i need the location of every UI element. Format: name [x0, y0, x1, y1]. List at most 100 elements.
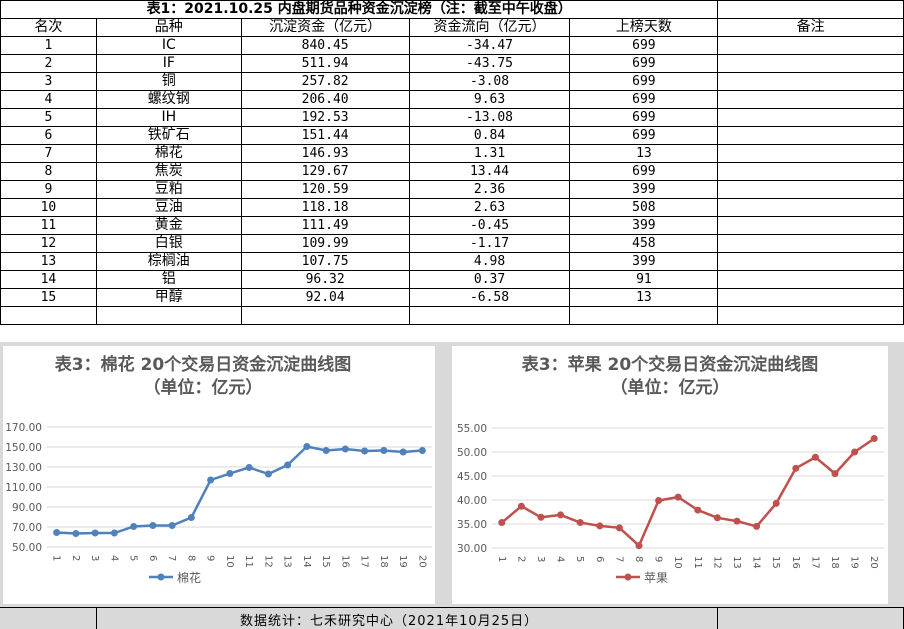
cell-variety[interactable]: 铁矿石: [95, 126, 242, 145]
data-point[interactable]: [110, 529, 118, 537]
cell-days[interactable]: 699: [569, 54, 719, 73]
data-point[interactable]: [851, 448, 859, 456]
cell-days[interactable]: 399: [569, 180, 719, 199]
cell-capital[interactable]: 511.94: [240, 54, 410, 73]
data-point[interactable]: [576, 519, 584, 527]
cell-rank[interactable]: 10: [0, 198, 97, 217]
data-point[interactable]: [674, 493, 682, 501]
cell-variety[interactable]: 棉花: [95, 144, 242, 163]
cell-remark[interactable]: [717, 108, 904, 127]
data-point[interactable]: [207, 476, 215, 484]
data-point[interactable]: [264, 470, 272, 478]
cell-capital[interactable]: 118.18: [240, 198, 410, 217]
data-point[interactable]: [753, 522, 761, 530]
data-point[interactable]: [537, 513, 545, 521]
cell-variety[interactable]: 白银: [95, 234, 242, 253]
cell-flow[interactable]: -13.08: [408, 108, 571, 127]
cell-capital[interactable]: 146.93: [240, 144, 410, 163]
cell-remark[interactable]: [717, 54, 904, 73]
data-point[interactable]: [72, 530, 80, 537]
cell-remark[interactable]: [717, 234, 904, 253]
cell-variety[interactable]: 铜: [95, 72, 242, 91]
cell-variety[interactable]: IC: [95, 36, 242, 55]
cell-variety[interactable]: 螺纹钢: [95, 90, 242, 109]
cell-capital[interactable]: 192.53: [240, 108, 410, 127]
cell-empty[interactable]: [569, 306, 719, 325]
data-point[interactable]: [557, 511, 565, 519]
cell-remark[interactable]: [717, 270, 904, 289]
cell-days[interactable]: 699: [569, 162, 719, 181]
data-point[interactable]: [772, 499, 780, 507]
cell-rank[interactable]: 15: [0, 288, 97, 307]
data-point[interactable]: [635, 542, 643, 550]
data-point[interactable]: [596, 522, 604, 530]
cell-rank[interactable]: 3: [0, 72, 97, 91]
cell-capital[interactable]: 120.59: [240, 180, 410, 199]
cell-remark[interactable]: [717, 162, 904, 181]
cell-empty[interactable]: [95, 306, 242, 325]
cell-variety[interactable]: 焦炭: [95, 162, 242, 181]
cell-flow[interactable]: 4.98: [408, 252, 571, 271]
cell-rank[interactable]: 8: [0, 162, 97, 181]
cell-days[interactable]: 699: [569, 126, 719, 145]
data-point[interactable]: [792, 464, 800, 472]
cell-remark[interactable]: [717, 126, 904, 145]
cell-variety[interactable]: 铝: [95, 270, 242, 289]
cell-empty[interactable]: [240, 306, 410, 325]
header-rank[interactable]: 名次: [0, 18, 97, 37]
data-point[interactable]: [811, 453, 819, 461]
cell-rank[interactable]: 6: [0, 126, 97, 145]
cell-rank[interactable]: 7: [0, 144, 97, 163]
cell-capital[interactable]: 111.49: [240, 216, 410, 235]
cell-flow[interactable]: -43.75: [408, 54, 571, 73]
cell-remark[interactable]: [717, 198, 904, 217]
cell-days[interactable]: 13: [569, 144, 719, 163]
cotton-chart[interactable]: 表3：棉花 20个交易日资金沉淀曲线图 （单位：亿元） 50.00 70.00 90.0…: [3, 346, 435, 604]
data-point[interactable]: [91, 529, 99, 537]
cell-flow[interactable]: 1.31: [408, 144, 571, 163]
cell-flow[interactable]: 0.37: [408, 270, 571, 289]
cell-variety[interactable]: 黄金: [95, 216, 242, 235]
data-point[interactable]: [380, 447, 388, 454]
cell-remark[interactable]: [717, 216, 904, 235]
cell-days[interactable]: 91: [569, 270, 719, 289]
table-title-empty-cell[interactable]: [717, 0, 904, 19]
cell-capital[interactable]: 129.67: [240, 162, 410, 181]
cell-capital[interactable]: 151.44: [240, 126, 410, 145]
cell-remark[interactable]: [717, 288, 904, 307]
data-point[interactable]: [245, 464, 253, 471]
cell-days[interactable]: 699: [569, 36, 719, 55]
cell-rank[interactable]: 9: [0, 180, 97, 199]
cell-capital[interactable]: 840.45: [240, 36, 410, 55]
cell-rank[interactable]: 11: [0, 216, 97, 235]
header-days[interactable]: 上榜天数: [569, 18, 719, 37]
data-point[interactable]: [361, 447, 369, 455]
cell-rank[interactable]: 4: [0, 90, 97, 109]
cell-remark[interactable]: [717, 144, 904, 163]
cell-remark[interactable]: [717, 90, 904, 109]
cell-days[interactable]: 458: [569, 234, 719, 253]
cell-empty[interactable]: [408, 306, 571, 325]
cell-flow[interactable]: -34.47: [408, 36, 571, 55]
cell-flow[interactable]: -1.17: [408, 234, 571, 253]
cell-flow[interactable]: 2.63: [408, 198, 571, 217]
cell-flow[interactable]: 13.44: [408, 162, 571, 181]
cell-variety[interactable]: IH: [95, 108, 242, 127]
cell-variety[interactable]: 豆粕: [95, 180, 242, 199]
cell-days[interactable]: 699: [569, 90, 719, 109]
cell-capital[interactable]: 107.75: [240, 252, 410, 271]
data-point[interactable]: [187, 514, 195, 521]
header-remark[interactable]: 备注: [717, 18, 904, 37]
cell-remark[interactable]: [717, 252, 904, 271]
cell-capital[interactable]: 206.40: [240, 90, 410, 109]
data-point[interactable]: [733, 517, 741, 525]
data-point[interactable]: [713, 514, 721, 522]
cell-days[interactable]: 699: [569, 72, 719, 91]
cell-days[interactable]: 13: [569, 288, 719, 307]
data-point[interactable]: [149, 522, 157, 529]
cell-variety[interactable]: 棕榈油: [95, 252, 242, 271]
data-point[interactable]: [694, 506, 702, 514]
data-point[interactable]: [226, 470, 234, 477]
apple-chart[interactable]: 表3：苹果 20个交易日资金沉淀曲线图 （单位：亿元） 30.00 35.00 40.0…: [452, 346, 888, 604]
cell-capital[interactable]: 257.82: [240, 72, 410, 91]
